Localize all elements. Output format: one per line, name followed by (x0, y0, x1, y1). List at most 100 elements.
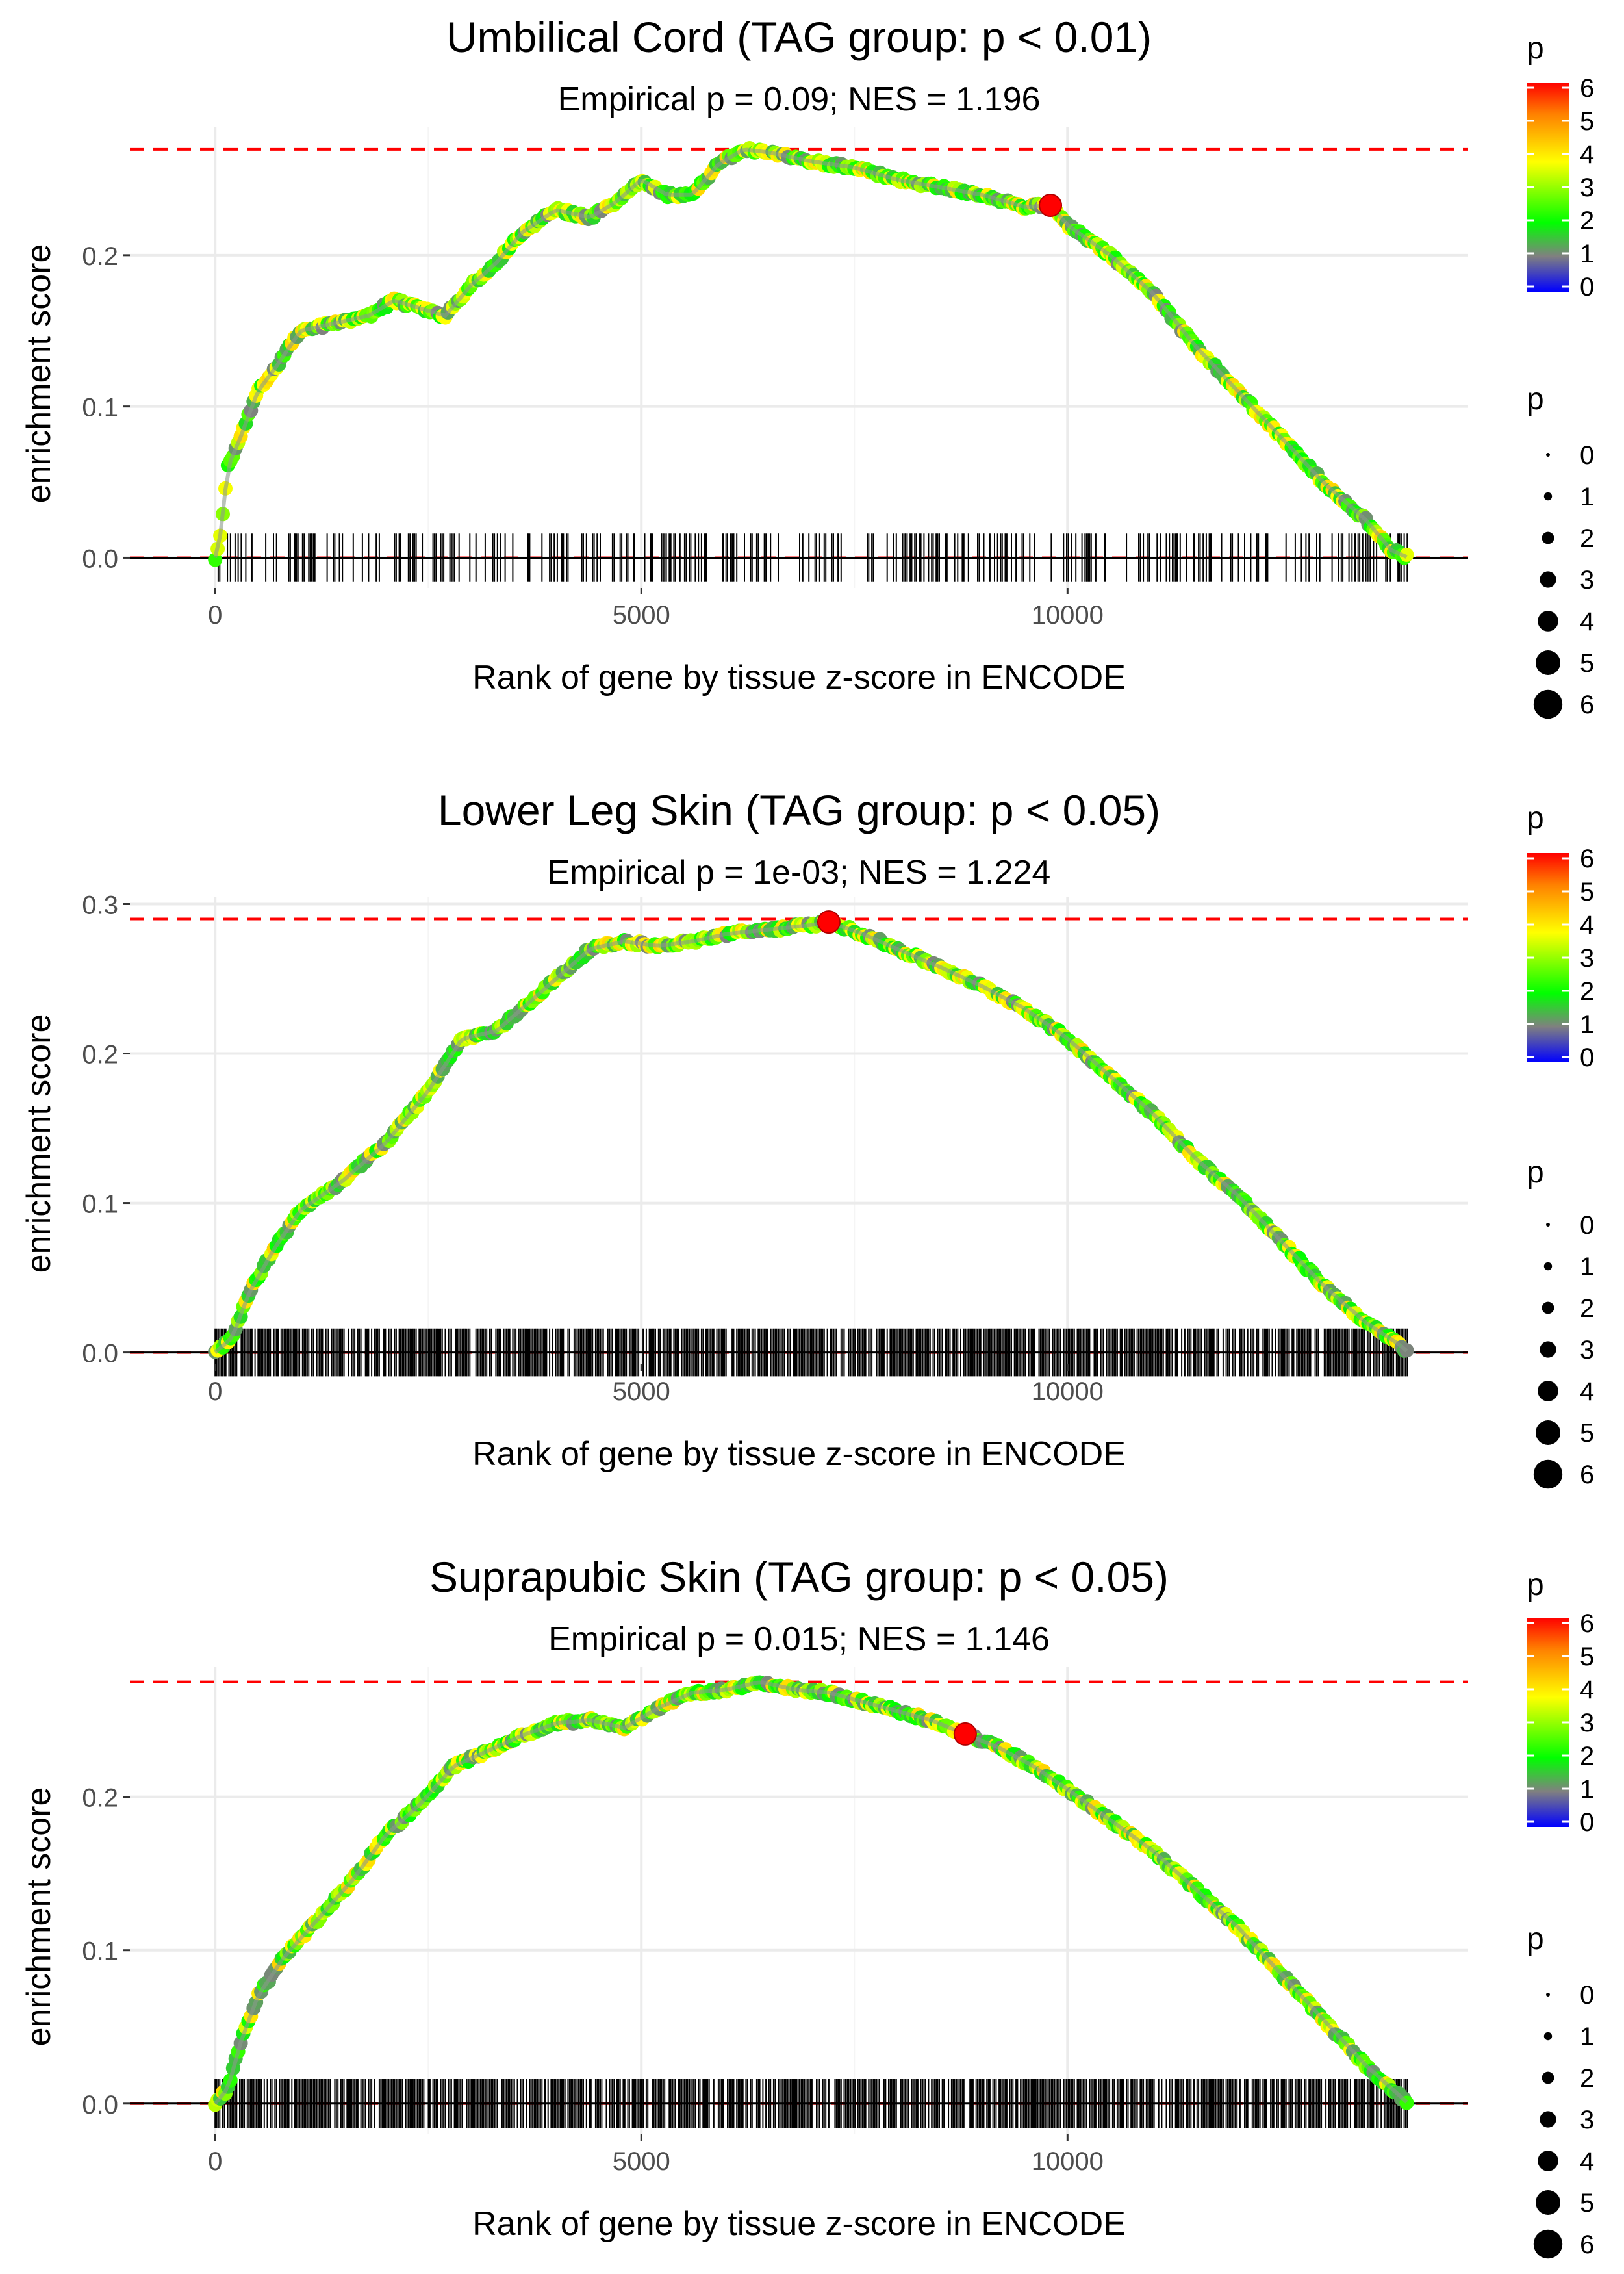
y-axis-title: enrichment score (20, 1787, 58, 2047)
size-legend-dot (1534, 690, 1562, 719)
legend-size: p 0123456 (1527, 1155, 1594, 1489)
colorbar-label: 5 (1580, 107, 1594, 136)
y-axis-title: enrichment score (20, 244, 58, 504)
y-tick-label: 0.0 (82, 544, 118, 573)
plot-area: 0.0 0.1 0.2 0 5000 10000 (82, 1667, 1468, 2176)
size-legend-label: 4 (1580, 2147, 1594, 2176)
y-tick-label: 0.2 (82, 1041, 118, 1069)
x-axis-title: Rank of gene by tissue z-score in ENCODE (472, 1435, 1126, 1473)
enrichment-figure: Umbilical Cord (TAG group: p < 0.01) Emp… (0, 0, 1624, 2274)
curve-line (215, 150, 1406, 558)
x-axis-title: Rank of gene by tissue z-score in ENCODE (472, 2205, 1126, 2243)
size-legend-dot (1544, 1262, 1552, 1270)
size-legend-label: 2 (1580, 2064, 1594, 2093)
colorbar-label: 1 (1580, 1775, 1594, 1804)
colorbar-label: 0 (1580, 1808, 1594, 1837)
size-legend-label: 3 (1580, 1336, 1594, 1364)
chart-title: Suprapubic Skin (TAG group: p < 0.05) (429, 1553, 1169, 1601)
curve-line (215, 1682, 1406, 2104)
legend-color-title: p (1527, 1568, 1544, 1602)
size-legend-label: 1 (1580, 483, 1594, 511)
size-legend-dot (1542, 532, 1554, 544)
colorbar-label: 4 (1580, 911, 1594, 939)
colorbar-label: 3 (1580, 173, 1594, 202)
legend-size-title: p (1527, 1155, 1544, 1190)
y-tick-label: 0.0 (82, 1340, 118, 1368)
size-legend-label: 3 (1580, 566, 1594, 594)
chart-subtitle: Empirical p = 0.015; NES = 1.146 (548, 1620, 1050, 1658)
enrichment-curve (208, 141, 1414, 567)
legend-size: p 0123456 (1527, 1922, 1594, 2259)
y-tick-label: 0.2 (82, 242, 118, 271)
y-tick-label: 0.0 (82, 2091, 118, 2119)
size-legend-label: 1 (1580, 2023, 1594, 2051)
size-legend-label: 6 (1580, 2230, 1594, 2259)
legend-color-title: p (1527, 801, 1544, 836)
colorbar-label: 6 (1580, 845, 1594, 873)
legend-size: p 0123456 (1527, 382, 1594, 719)
enrichment-curve (208, 913, 1414, 1359)
colorbar-label: 6 (1580, 1609, 1594, 1638)
legend-color-title: p (1527, 31, 1544, 66)
colorbar-label: 5 (1580, 1642, 1594, 1671)
x-tick-label: 5000 (613, 2147, 670, 2176)
plot-area: 0.00.10.20.30 5000 10000 (82, 891, 1468, 1406)
colorbar-label: 2 (1580, 977, 1594, 1006)
x-tick-label: 0 (208, 601, 222, 630)
plot-area: 0.0 0.1 0.2 0 5000 10000 (82, 127, 1468, 630)
size-legend-dot (1544, 492, 1552, 500)
size-legend-label: 1 (1580, 1253, 1594, 1281)
size-legend-dot (1540, 2111, 1556, 2127)
colorbar-label: 6 (1580, 74, 1594, 103)
legend-color: p 0 1 2 3 4 5 6 (1527, 1568, 1594, 1837)
size-legend-label: 0 (1580, 441, 1594, 470)
size-legend-label: 5 (1580, 649, 1594, 678)
legend-color: p 0 1 2 3 4 5 6 (1527, 31, 1594, 301)
size-legend-dot (1534, 2230, 1562, 2258)
size-legend-label: 5 (1580, 2189, 1594, 2217)
x-tick-label: 10000 (1032, 601, 1104, 630)
size-legend-dot (1536, 650, 1560, 675)
panel-suprapubic-skin: Suprapubic Skin (TAG group: p < 0.05) Em… (20, 1553, 1594, 2259)
colorbar-label: 4 (1580, 1676, 1594, 1704)
y-axis-title: enrichment score (20, 1014, 58, 1273)
peak-point (954, 1723, 976, 1745)
x-tick-label: 0 (208, 1377, 222, 1406)
size-legend-dot (1538, 1381, 1558, 1401)
x-tick-label: 10000 (1032, 1377, 1104, 1406)
size-legend-label: 6 (1580, 691, 1594, 719)
size-legend-label: 3 (1580, 2106, 1594, 2134)
size-legend-label: 5 (1580, 1419, 1594, 1448)
colorbar-label: 5 (1580, 878, 1594, 906)
colorbar-label: 2 (1580, 1742, 1594, 1770)
y-tick-label: 0.1 (82, 1937, 118, 1966)
enrichment-curve (208, 1676, 1414, 2112)
size-legend-label: 6 (1580, 1461, 1594, 1489)
chart-subtitle: Empirical p = 0.09; NES = 1.196 (558, 81, 1041, 118)
size-legend-dot (1536, 1420, 1560, 1445)
colorbar-label: 2 (1580, 207, 1594, 235)
size-legend-label: 0 (1580, 1981, 1594, 2010)
colorbar-label: 3 (1580, 944, 1594, 973)
colorbar-label: 0 (1580, 273, 1594, 301)
x-tick-label: 5000 (613, 601, 670, 630)
size-legend-dot (1542, 1302, 1554, 1314)
x-tick-label: 10000 (1032, 2147, 1104, 2176)
size-legend-label: 2 (1580, 1294, 1594, 1323)
colorbar-label: 1 (1580, 240, 1594, 268)
colorbar-label: 4 (1580, 140, 1594, 169)
size-legend-dot (1538, 2151, 1558, 2171)
panel-lower-leg-skin: Lower Leg Skin (TAG group: p < 0.05) Emp… (20, 786, 1594, 1489)
y-tick-label: 0.1 (82, 1190, 118, 1219)
chart-title: Umbilical Cord (TAG group: p < 0.01) (446, 13, 1152, 61)
size-legend-dot (1536, 2190, 1560, 2215)
size-legend-dot (1540, 571, 1556, 587)
size-legend-dot (1534, 1460, 1562, 1488)
panel-umbilical-cord: Umbilical Cord (TAG group: p < 0.01) Emp… (20, 13, 1594, 719)
size-legend-dot (1540, 1341, 1556, 1357)
chart-title: Lower Leg Skin (TAG group: p < 0.05) (438, 786, 1160, 834)
x-tick-label: 5000 (613, 1377, 670, 1406)
y-tick-label: 0.2 (82, 1784, 118, 1813)
colorbar-label: 1 (1580, 1010, 1594, 1039)
size-legend-label: 2 (1580, 524, 1594, 553)
